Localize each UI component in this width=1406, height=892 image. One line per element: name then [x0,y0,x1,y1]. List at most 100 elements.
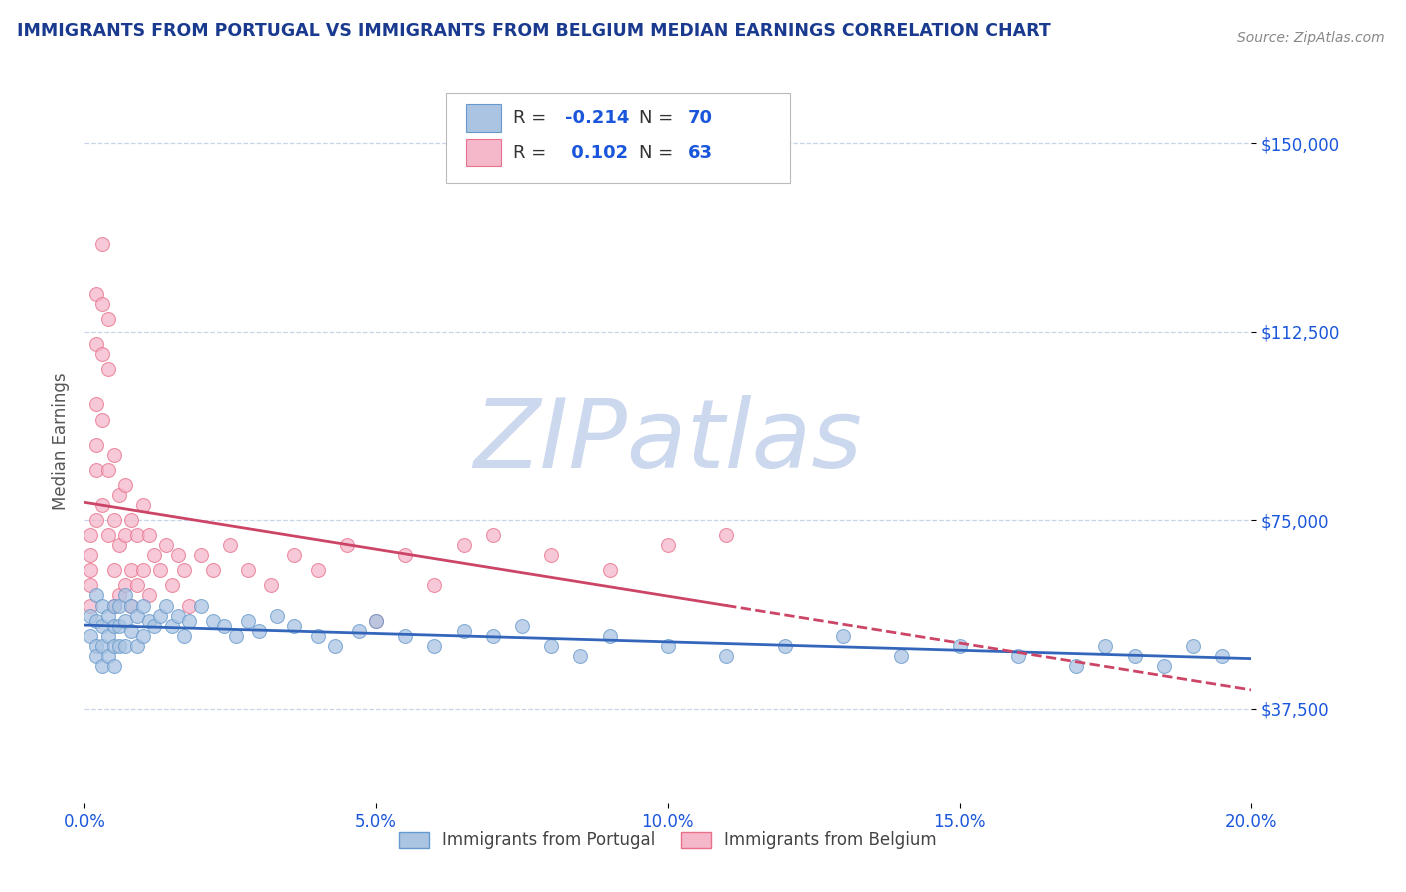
Text: ZIPatlas: ZIPatlas [474,395,862,488]
Point [366,614,388,628]
Point [90,412,112,426]
Point [132,498,155,512]
Point [716,528,738,542]
Legend: Immigrants from Portugal, Immigrants from Belgium: Immigrants from Portugal, Immigrants fro… [392,824,943,856]
Point [132,599,155,613]
Point [90,498,112,512]
Point [569,648,592,663]
Point [103,448,125,462]
Point [108,599,131,613]
Point [84,614,107,628]
Point [97,362,120,376]
Point [79,599,101,613]
Text: -0.214: -0.214 [565,109,630,127]
Point [84,286,107,301]
Text: 0.102: 0.102 [565,144,628,161]
Point [103,513,125,527]
Point [97,528,120,542]
Text: R =: R = [513,109,551,127]
Text: IMMIGRANTS FROM PORTUGAL VS IMMIGRANTS FROM BELGIUM MEDIAN EARNINGS CORRELATION : IMMIGRANTS FROM PORTUGAL VS IMMIGRANTS F… [17,22,1050,40]
Point [84,513,107,527]
Point [132,629,155,643]
Point [79,548,101,562]
FancyBboxPatch shape [446,93,790,183]
Point [347,624,370,638]
Point [90,236,112,251]
Text: N =: N = [638,144,679,161]
Point [138,614,160,628]
Point [219,538,242,552]
Point [103,599,125,613]
Point [84,639,107,653]
Point [108,639,131,653]
Point [1153,658,1175,673]
Point [201,563,224,577]
Point [599,629,621,643]
Point [114,578,136,592]
Point [890,648,912,663]
FancyBboxPatch shape [465,104,501,132]
Point [225,629,247,643]
Point [120,563,142,577]
Point [97,648,120,663]
Point [79,578,101,592]
Point [1182,639,1205,653]
Point [283,548,305,562]
Text: Source: ZipAtlas.com: Source: ZipAtlas.com [1237,31,1385,45]
Point [190,599,212,613]
Text: R =: R = [513,144,551,161]
Point [149,608,172,623]
Point [366,614,388,628]
Point [84,337,107,351]
Point [114,528,136,542]
Point [1066,658,1088,673]
Point [125,528,148,542]
Point [249,624,271,638]
Point [90,658,112,673]
FancyBboxPatch shape [465,139,501,166]
Point [97,608,120,623]
Point [155,538,177,552]
Point [108,538,131,552]
Point [1007,648,1029,663]
Point [84,438,107,452]
Point [90,599,112,613]
Point [103,618,125,632]
Point [260,578,283,592]
Point [166,548,188,562]
Point [79,629,101,643]
Point [166,608,188,623]
Point [84,648,107,663]
Point [453,624,475,638]
Point [453,538,475,552]
Point [394,548,416,562]
Point [1123,648,1146,663]
Point [84,463,107,477]
Point [179,614,201,628]
Point [120,599,142,613]
Point [832,629,855,643]
Point [79,528,101,542]
Point [323,639,346,653]
Point [482,629,505,643]
Point [114,478,136,492]
Point [155,599,177,613]
Point [125,639,148,653]
Point [160,578,183,592]
Point [510,618,533,632]
Point [179,599,201,613]
Point [90,618,112,632]
Point [307,563,329,577]
Point [108,589,131,603]
Point [103,599,125,613]
Point [201,614,224,628]
Point [160,618,183,632]
Point [773,639,796,653]
Point [657,639,679,653]
Point [114,614,136,628]
Point [1211,648,1233,663]
Point [423,639,446,653]
Point [114,589,136,603]
Point [132,563,155,577]
Point [1094,639,1116,653]
